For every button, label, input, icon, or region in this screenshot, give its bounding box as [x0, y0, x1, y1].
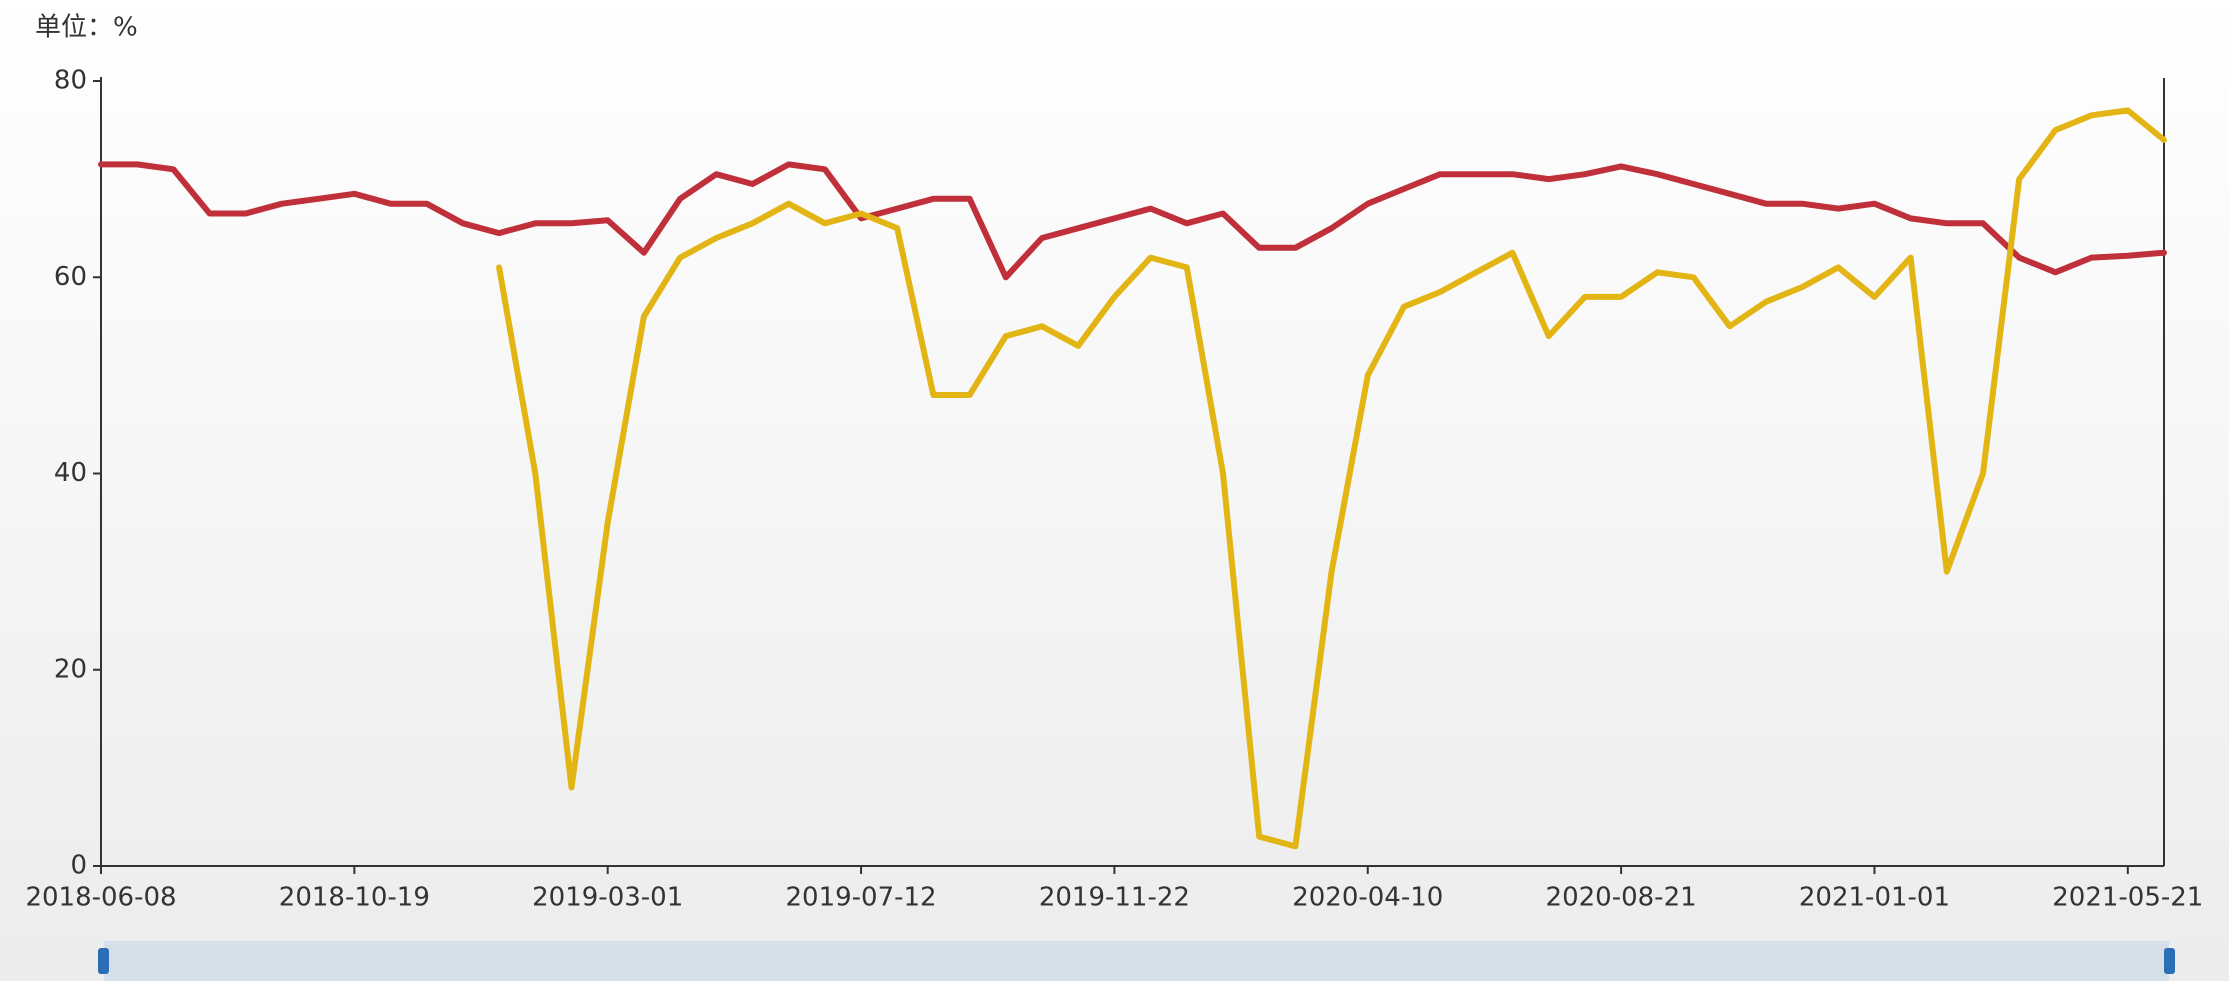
y-tick-label: 60: [54, 262, 87, 292]
x-tick-label: 2021-01-01: [1799, 883, 1950, 913]
x-tick-label: 2018-10-19: [279, 883, 430, 913]
x-tick-label: 2020-08-21: [1546, 883, 1697, 913]
y-tick-label: 40: [54, 458, 87, 488]
series-line: [98, 161, 2167, 281]
zoom-handle[interactable]: [2164, 948, 2175, 974]
y-tick-label: 0: [70, 851, 87, 881]
unit-label: 单位：%: [35, 13, 138, 43]
zoom-slider[interactable]: [104, 941, 2169, 981]
x-tick-label: 2019-07-12: [785, 883, 936, 913]
x-tick-label: 2021-05-21: [2052, 883, 2203, 913]
zoom-handle[interactable]: [98, 948, 109, 974]
x-tick-label: 2019-03-01: [532, 883, 683, 913]
x-tick-label: 2019-11-22: [1039, 883, 1190, 913]
y-tick-label: 20: [54, 654, 87, 684]
series-line: [496, 107, 2167, 850]
y-tick-label: 80: [54, 66, 87, 96]
x-tick-label: 2020-04-10: [1292, 883, 1443, 913]
x-tick-label: 2018-06-08: [25, 883, 176, 913]
